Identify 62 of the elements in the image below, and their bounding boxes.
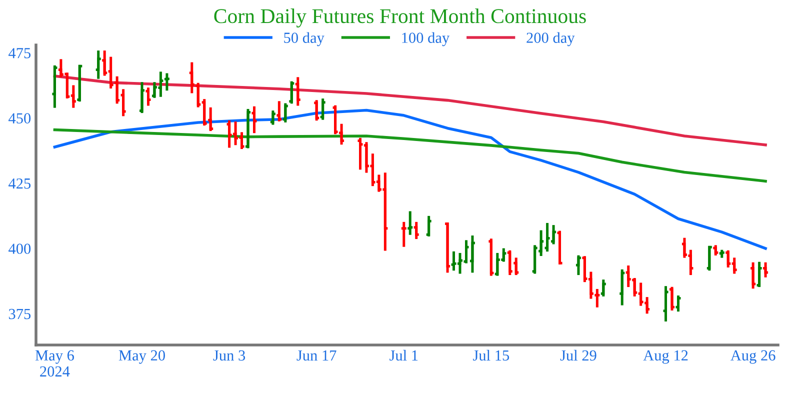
line-series [53,74,767,146]
candlestick [425,216,433,236]
candlestick [412,222,420,240]
candlestick [718,250,726,258]
line-series [53,128,767,183]
legend-label: 100 day [402,32,450,46]
candlestick [288,81,296,104]
candlestick [487,238,495,276]
candlestick [550,225,558,244]
candlestick [468,235,476,273]
candlestick [618,269,626,306]
candlestick [206,107,214,132]
candlestick [544,222,552,252]
candlestick [506,250,514,276]
candlestick [269,110,277,125]
candlestick [574,255,582,276]
candlestick [250,106,258,134]
candlestick [144,88,152,106]
x-tick-label: Jun 3 [213,350,246,361]
candlestick [756,262,764,288]
y-tick-label: 475 [8,48,31,58]
x-tick-label: Jul 1 [390,350,418,361]
y-tick-label: 400 [8,244,31,254]
candlestick [244,108,252,148]
y-tick-label: 425 [8,178,31,189]
x-tick-label: Aug 12 [643,350,688,364]
candlestick [444,222,452,273]
legend-label: 50 day [284,32,324,46]
candlestick [319,98,327,120]
candlestick [674,295,682,312]
x-tick-label: Jul 15 [473,350,510,361]
candlestick [282,103,290,122]
candlestick [531,245,539,274]
candlestick [706,246,714,271]
candlestick [762,262,770,278]
candlestick [512,258,520,276]
candlestick [400,222,408,247]
line-series [53,108,767,250]
candlestick [406,211,414,235]
x-tick-label: Aug 26 [730,350,776,364]
chart-title: Corn Daily Futures Front Month Continuous [214,8,586,28]
candlestick [556,230,564,264]
x-tick-label: May 20 [118,350,165,364]
candlestick [600,280,608,296]
x-tick-label: May 6 2024 [35,350,74,377]
y-tick-label: 450 [8,113,31,124]
candlestick [312,100,320,121]
y-tick-label: 375 [8,308,31,320]
candlestick [120,89,128,116]
x-tick-label: Jun 17 [296,350,336,361]
candlestick [50,65,58,108]
candlestick [662,286,670,322]
candlestick [294,77,302,106]
candlestick [749,262,757,289]
legend-label: 200 day [526,32,575,46]
candlestick [138,82,146,114]
candlestick [275,101,283,122]
candlestick [537,230,545,256]
candlestick [76,64,84,102]
x-tick-label: Jul 29 [560,350,596,361]
candlestick [668,286,676,311]
candlestick [94,50,102,79]
